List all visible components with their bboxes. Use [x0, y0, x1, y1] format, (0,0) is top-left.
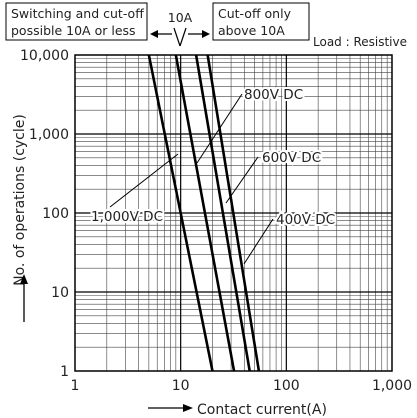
- x-tick-label: 10: [172, 378, 190, 394]
- threshold-label: 10A: [168, 10, 193, 25]
- series-leader-line: [196, 93, 243, 164]
- y-tick-label: 10,000: [20, 48, 69, 64]
- series-label: 400V DC: [276, 212, 335, 228]
- series-leader-line: [225, 156, 259, 204]
- left-box-line-1: Switching and cut-off: [11, 6, 144, 21]
- y-axis-arrow: [20, 274, 28, 322]
- series-line: [194, 54, 251, 372]
- series-labels: 1,000V DC 800V DC 600V DC 400V DC: [89, 85, 337, 265]
- y-tick-labels: 1 10 100 1,000 10,000: [20, 48, 69, 380]
- y-axis-label: No. of operations (cycle): [12, 114, 28, 286]
- series-leader-line: [109, 153, 179, 208]
- right-annotation-box: Cut-off only above 10A: [212, 2, 310, 41]
- x-tick-labels: 1 10 100 1,000: [71, 378, 413, 394]
- left-box-line-2: possible 10A or less: [11, 23, 136, 38]
- series-leader-line: [243, 218, 274, 265]
- x-tick-label: 1,000: [372, 378, 412, 394]
- x-axis-label: Contact current(A): [197, 402, 327, 418]
- load-label: Load : Resistive: [313, 35, 407, 49]
- x-tick-label: 100: [273, 378, 300, 394]
- series-line: [206, 54, 261, 372]
- series-label: 800V DC: [244, 87, 303, 103]
- series-line: [174, 54, 236, 372]
- x-axis-arrow: [148, 404, 193, 412]
- series-line: [147, 54, 214, 372]
- left-annotation-box: Switching and cut-off possible 10A or le…: [5, 2, 148, 41]
- right-box-line-2: above 10A: [218, 23, 285, 38]
- y-tick-label: 10: [51, 285, 69, 301]
- y-tick-label: 100: [42, 206, 69, 222]
- series-label: 1,000V DC: [91, 209, 163, 225]
- y-tick-label: 1,000: [29, 127, 69, 143]
- threshold-arrows: [150, 27, 210, 47]
- right-box-line-1: Cut-off only: [218, 6, 292, 21]
- x-tick-label: 1: [71, 378, 80, 394]
- series-lines: [147, 54, 261, 372]
- series-label: 600V DC: [262, 150, 321, 166]
- y-tick-label: 1: [60, 364, 69, 380]
